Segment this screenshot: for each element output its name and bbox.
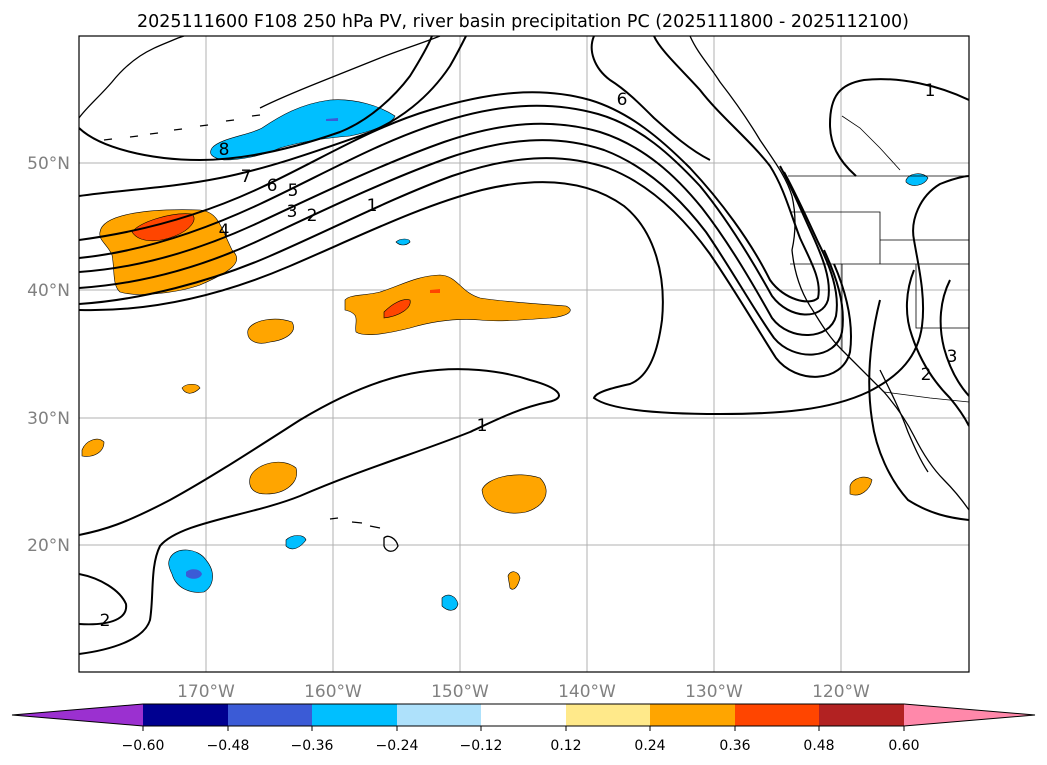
precip-strong-positive-region (131, 213, 195, 242)
precip-positive-region (344, 274, 571, 335)
pv-label-1-northeast: 1 (925, 81, 936, 101)
colorbar-tick-labels: −0.60 −0.48 −0.36 −0.24 −0.12 0.12 0.24 … (122, 738, 920, 754)
pv-label-2: 2 (307, 206, 318, 226)
pv-contour-2-southwest (79, 573, 128, 626)
precip-negative-region (285, 535, 307, 550)
pv-contour-labels: 8 7 6 5 4 3 2 1 6 1 1 2 3 2 (100, 81, 958, 631)
lon-label-150w: 150°W (431, 682, 489, 702)
colorbar-swatch-5 (481, 704, 566, 726)
pv-label-1-south: 1 (477, 416, 488, 436)
colorbar-ticks (142, 726, 905, 731)
colorbar-tick-label: −0.12 (460, 738, 503, 754)
precip-strong-negative-region (326, 118, 338, 121)
hawaiian-islands (329, 517, 399, 552)
pv-label-5: 5 (288, 181, 299, 201)
map-panel: 8 7 6 5 4 3 2 1 6 1 1 2 3 2 (78, 35, 970, 673)
colorbar-extend-max (904, 704, 1035, 726)
alaska-canada-border (841, 115, 901, 171)
pv-contour-8 (79, 36, 433, 162)
colorbar-tick-label: −0.36 (291, 738, 334, 754)
pv-label-8: 8 (219, 140, 230, 160)
colorbar-extend-min (12, 704, 143, 726)
pv-label-2-east: 2 (921, 365, 932, 385)
precip-strong-positive-region (430, 289, 440, 293)
lat-label-40n: 40°N (27, 281, 70, 301)
pv-contour-3 (79, 139, 844, 356)
north-american-west-coast (689, 36, 969, 511)
latitude-labels: 50°N 40°N 30°N 20°N (27, 154, 70, 556)
pv-contour-4 (79, 122, 838, 336)
precip-positive-region (249, 461, 297, 495)
pv-label-3: 3 (287, 202, 298, 222)
colorbar-tick-label: 0.36 (719, 738, 750, 754)
alaska-coastline (79, 36, 185, 119)
pv-contour-6 (79, 36, 820, 303)
colorbar: −0.60 −0.48 −0.36 −0.24 −0.12 0.12 0.24 … (11, 703, 1036, 754)
precip-strong-negative-region (186, 569, 202, 579)
precip-negative-region (905, 173, 929, 186)
precip-positive-region (81, 438, 105, 457)
lat-label-20n: 20°N (27, 536, 70, 556)
lat-label-50n: 50°N (27, 154, 70, 174)
lon-label-160w: 160°W (304, 682, 362, 702)
pv-contour-east-inner (939, 279, 969, 397)
pv-contour-7 (79, 36, 467, 197)
pv-contour-2 (79, 157, 853, 378)
pv-contours (79, 36, 969, 655)
aleutian-islands (103, 114, 261, 141)
colorbar-tick-label: 0.48 (803, 738, 834, 754)
colorbar-tick-label: −0.60 (122, 738, 165, 754)
pv-label-6-north: 6 (617, 90, 628, 110)
pv-label-3-east: 3 (947, 347, 958, 367)
precip-positive-region (507, 571, 521, 590)
pv-label-1: 1 (367, 196, 378, 216)
alaska-peninsula-coast (259, 36, 441, 109)
pv-contour-5 (79, 104, 830, 316)
map-frame (78, 35, 970, 673)
precip-positive-region (181, 383, 201, 394)
political-borders (788, 115, 969, 403)
pv-contour-east-coastal (905, 269, 969, 427)
precip-negative-region (395, 238, 411, 246)
coastlines (79, 36, 969, 552)
gridlines (79, 36, 969, 672)
colorbar-tick-label: 0.60 (888, 738, 919, 754)
colorbar-swatch-2 (228, 704, 312, 726)
colorbar-swatch-8 (735, 704, 819, 726)
pv-label-4: 4 (219, 221, 230, 241)
pv-contour-1-northeast (828, 78, 969, 177)
pv-label-7: 7 (241, 167, 252, 187)
colorbar-tick-label: −0.24 (376, 738, 419, 754)
figure-title: 2025111600 F108 250 hPa PV, river basin … (137, 12, 909, 32)
colorbar-swatch-4 (397, 704, 481, 726)
lon-label-120w: 120°W (812, 682, 870, 702)
precip-strong-positive-region (383, 299, 411, 319)
precip-positive-region (247, 318, 294, 344)
colorbar-swatch-6 (566, 704, 650, 726)
precip-positive-region (849, 476, 873, 496)
pv-contour-east-far-south (868, 299, 969, 521)
colorbar-tick-label: 0.24 (634, 738, 665, 754)
colorbar-tick-label: −0.48 (207, 738, 250, 754)
colorbar-swatch-1 (143, 704, 228, 726)
us-state-borders (790, 211, 969, 350)
lon-label-140w: 140°W (558, 682, 616, 702)
pv-label-6: 6 (267, 176, 278, 196)
us-mexico-border (883, 391, 969, 403)
pv-label-2-southwest: 2 (100, 611, 111, 631)
lat-label-30n: 30°N (27, 409, 70, 429)
precip-negative-region (441, 594, 459, 611)
colorbar-swatch-7 (650, 704, 735, 726)
colorbar-tick-label: 0.12 (550, 738, 581, 754)
precip-positive-region (481, 474, 547, 514)
baja-california (879, 369, 929, 473)
pv-contour-6-north (590, 36, 711, 161)
colorbar-swatch-9 (819, 704, 904, 726)
lon-label-130w: 130°W (685, 682, 743, 702)
longitude-labels: 170°W 160°W 150°W 140°W 130°W 120°W (177, 682, 870, 702)
colorbar-swatch-3 (312, 704, 397, 726)
lon-label-170w: 170°W (177, 682, 235, 702)
pv-contour-1-south (79, 368, 560, 655)
